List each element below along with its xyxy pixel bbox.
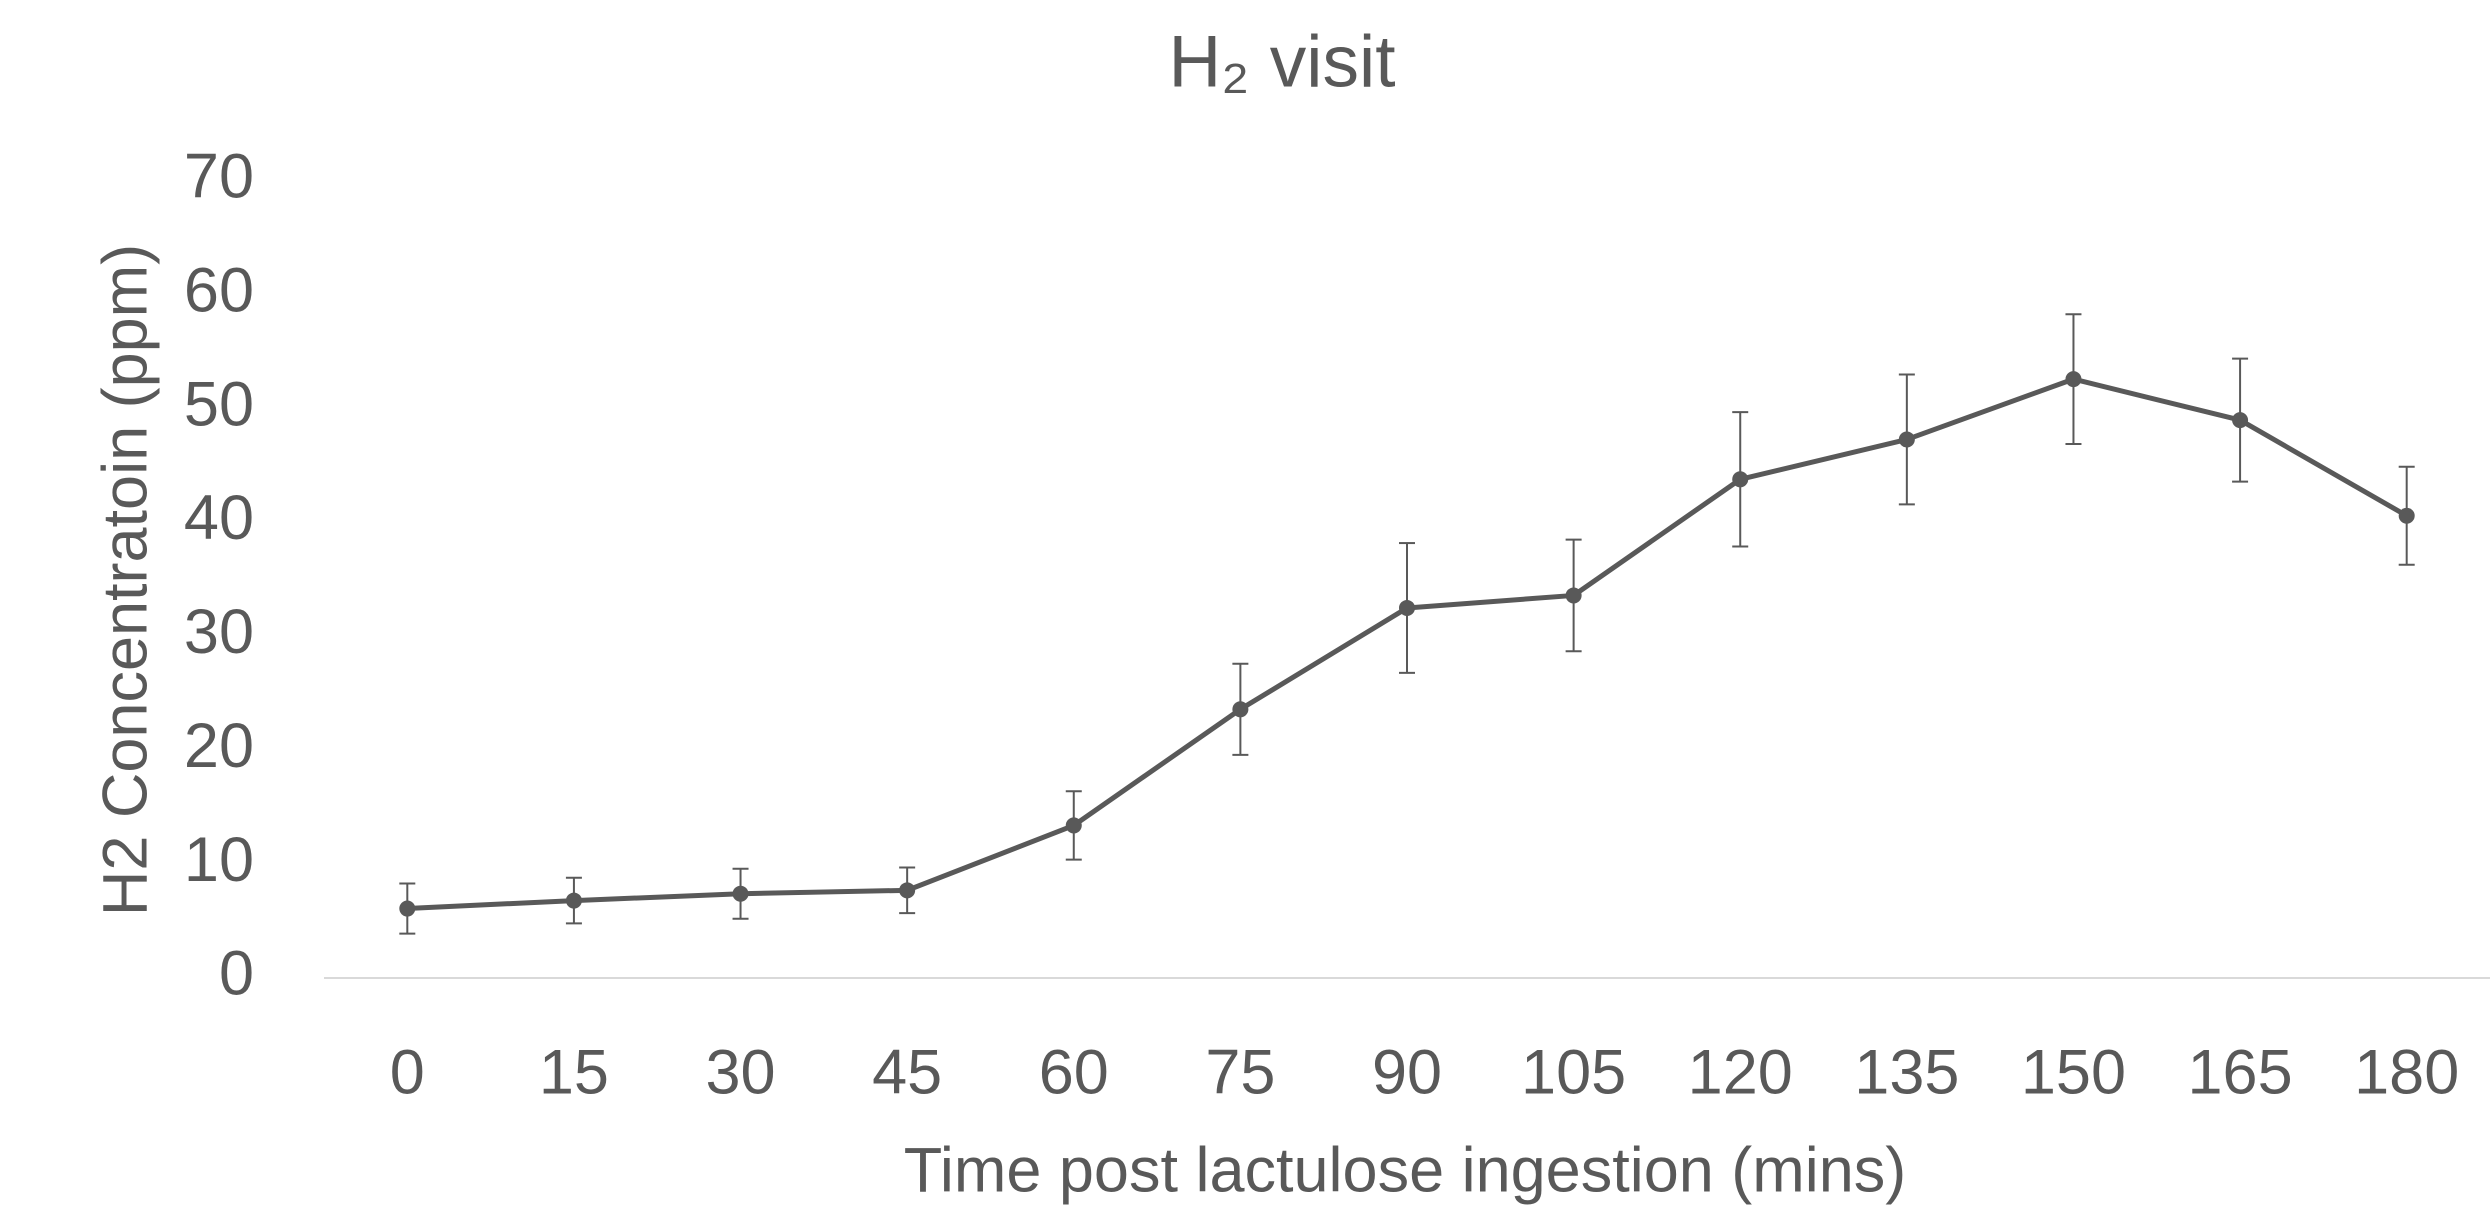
x-tick-label: 165 <box>2188 1038 2293 1108</box>
x-tick-label: 15 <box>539 1038 609 1108</box>
x-axis-label: Time post lactulose ingestion (mins) <box>904 1136 1907 1206</box>
marker <box>1565 587 1582 604</box>
x-tick-label: 75 <box>1205 1038 1275 1108</box>
marker <box>1232 701 1249 718</box>
marker <box>2232 412 2249 429</box>
marker <box>2398 507 2415 524</box>
x-tick-label: 180 <box>2354 1038 2459 1108</box>
marker <box>899 882 916 899</box>
marker <box>1898 431 1915 448</box>
marker <box>2065 371 2082 388</box>
y-tick-label: 30 <box>184 597 254 667</box>
x-tick-label: 45 <box>872 1038 942 1108</box>
x-tick-label: 0 <box>390 1038 425 1108</box>
y-tick-label: 20 <box>184 711 254 781</box>
marker <box>1732 471 1749 488</box>
x-tick-label: 120 <box>1688 1038 1793 1108</box>
y-axis-label: H2 Concentratoin (ppm) <box>91 244 161 916</box>
marker <box>565 892 582 909</box>
y-tick-label: 40 <box>184 483 254 553</box>
y-tick-label: 10 <box>184 825 254 895</box>
x-tick-label: 60 <box>1039 1038 1109 1108</box>
x-tick-label: 105 <box>1521 1038 1626 1108</box>
x-tick-label: 90 <box>1372 1038 1442 1108</box>
x-tick-label: 30 <box>705 1038 775 1108</box>
x-tick-label: 150 <box>2021 1038 2126 1108</box>
chart-title: H₂ visit <box>1168 21 1395 102</box>
y-tick-label: 60 <box>184 255 254 325</box>
y-tick-label: 70 <box>184 142 254 212</box>
x-tick-label: 135 <box>1854 1038 1959 1108</box>
y-tick-label: 0 <box>219 939 254 1009</box>
marker <box>1399 599 1415 616</box>
marker <box>399 900 416 917</box>
marker <box>732 885 749 902</box>
y-tick-label: 50 <box>184 369 254 439</box>
marker <box>1065 817 1082 834</box>
